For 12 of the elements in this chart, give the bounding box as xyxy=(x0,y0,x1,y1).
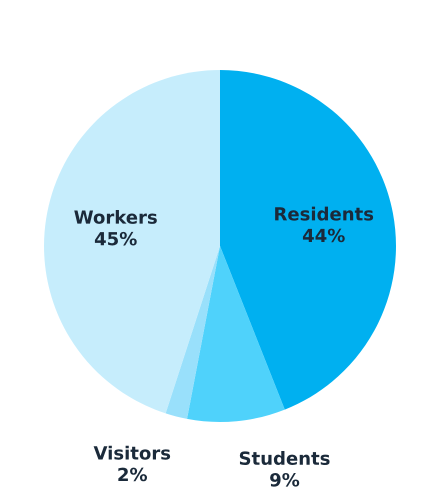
pie-slice xyxy=(187,246,285,422)
slice-label: Residents xyxy=(275,206,374,221)
pie-slice xyxy=(166,246,220,419)
pie-slice xyxy=(220,70,396,410)
data-label: 2% xyxy=(118,468,147,482)
data-label: 44% xyxy=(302,228,345,242)
data-label: 45% xyxy=(94,232,137,246)
pie-slice xyxy=(44,70,220,414)
slice-label: Workers xyxy=(74,210,157,224)
slice-label: Students xyxy=(240,451,330,466)
slice-label: Visitors xyxy=(94,446,170,460)
data-label: 9% xyxy=(270,472,300,487)
